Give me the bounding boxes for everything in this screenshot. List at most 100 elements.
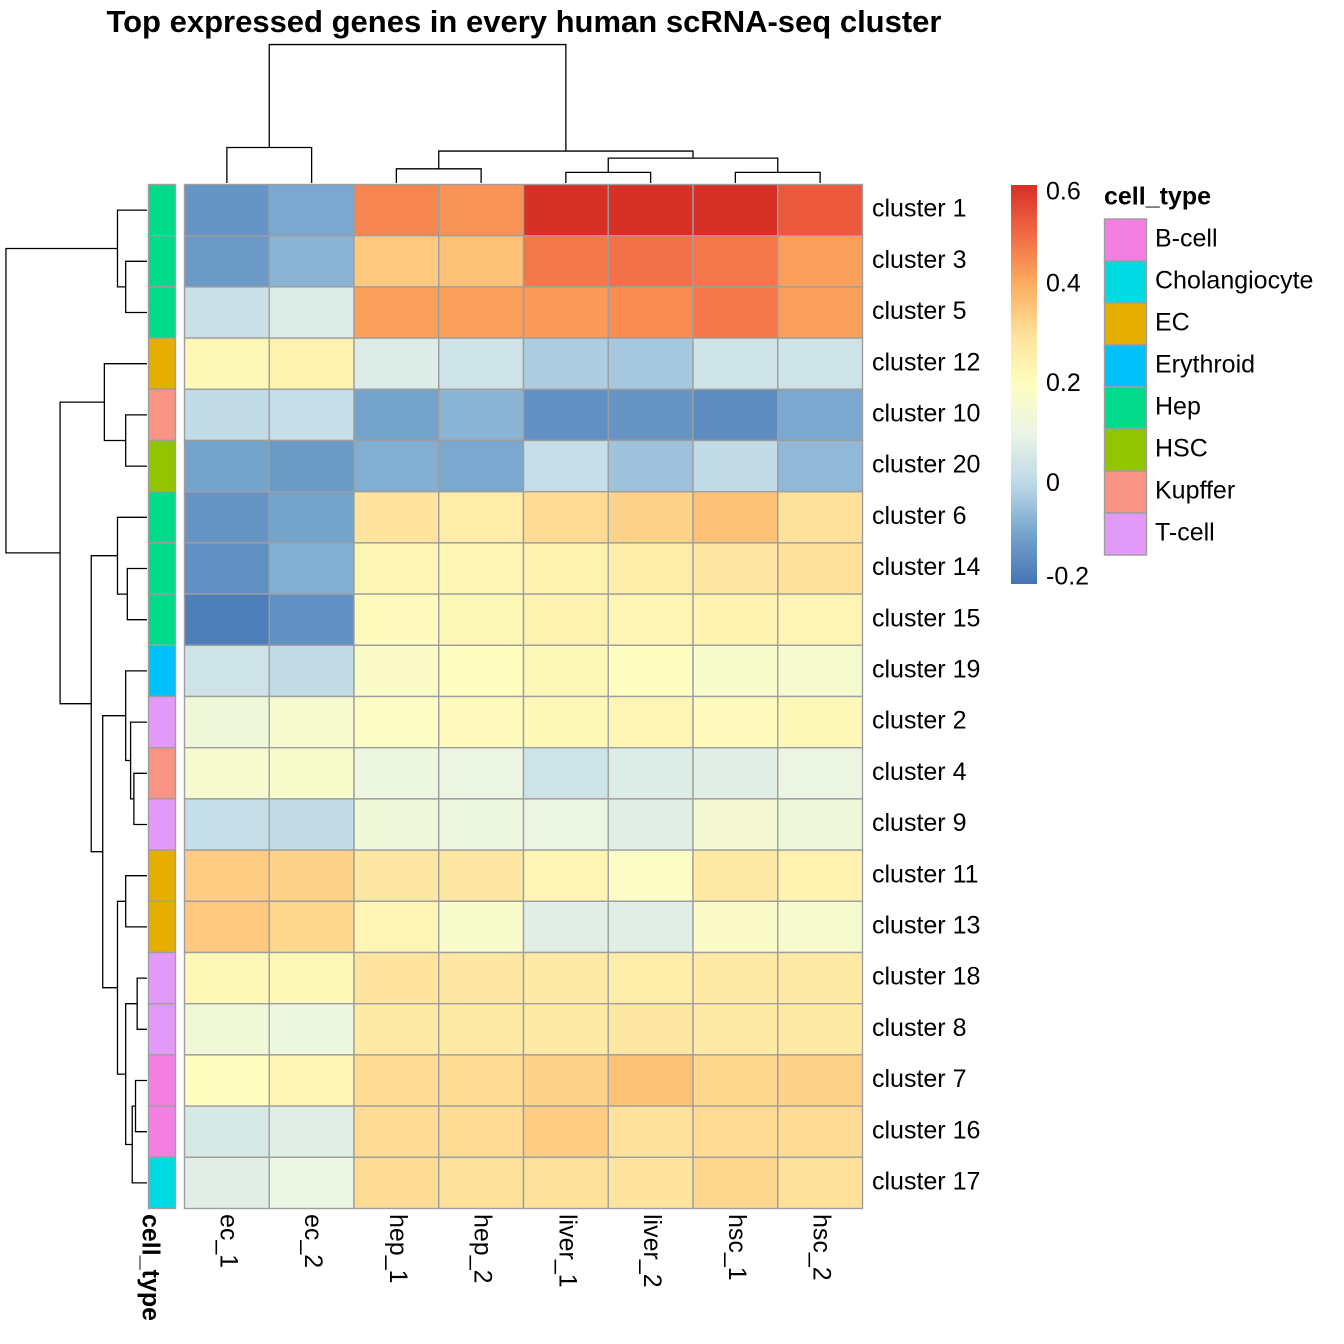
annotation-cell xyxy=(147,593,177,646)
annotation-axis-label: cell_type xyxy=(136,1214,164,1321)
heatmap-cell xyxy=(777,183,864,237)
color-scale-tick: 0.6 xyxy=(1046,178,1081,206)
legend-swatch xyxy=(1103,302,1148,346)
heatmap-cell xyxy=(268,1054,355,1107)
heatmap-cell xyxy=(268,951,355,1005)
heatmap-cell xyxy=(692,1105,779,1158)
heatmap-cell xyxy=(268,849,355,902)
heatmap-cell xyxy=(268,695,355,749)
heatmap-cell xyxy=(777,388,864,442)
dendrogram-branch xyxy=(126,567,147,621)
heatmap-cell xyxy=(607,849,694,902)
legend-swatch xyxy=(1103,512,1148,556)
heatmap-cell xyxy=(353,747,440,800)
legend-swatch xyxy=(1103,260,1148,304)
heatmap-cell xyxy=(268,491,355,544)
row-label: cluster 15 xyxy=(872,604,980,632)
row-label: cluster 13 xyxy=(872,912,980,940)
color-scale-tick: 0 xyxy=(1046,469,1060,497)
heatmap-cell xyxy=(607,234,694,288)
heatmap-cell xyxy=(438,593,525,646)
heatmap-cell xyxy=(183,388,270,442)
annotation-cell xyxy=(147,1105,177,1158)
annotation-cell xyxy=(147,542,177,595)
row-label: cluster 1 xyxy=(872,195,966,223)
heatmap-cell xyxy=(607,491,694,544)
heatmap-cell xyxy=(183,798,270,851)
heatmap-cell xyxy=(607,286,694,339)
heatmap-cell xyxy=(183,644,270,698)
heatmap-cell xyxy=(268,900,355,954)
legend-label: T-cell xyxy=(1155,519,1215,547)
heatmap-cell xyxy=(438,798,525,851)
heatmap-cell xyxy=(522,1003,609,1056)
heatmap-cell xyxy=(183,593,270,646)
heatmap-cell xyxy=(777,1156,864,1210)
heatmap-cell xyxy=(522,542,609,595)
cell-type-legend: cell_type B-cell Cholangiocyte EC Erythroid H… xyxy=(1103,183,1313,556)
heatmap-cell xyxy=(607,747,694,800)
heatmap-cell xyxy=(183,183,270,237)
heatmap-cell xyxy=(777,1105,864,1158)
annotation-cell xyxy=(147,900,177,954)
heatmap-cell xyxy=(268,337,355,391)
heatmap-cell xyxy=(522,695,609,749)
heatmap-cell xyxy=(522,183,609,237)
heatmap-cell xyxy=(183,286,270,339)
column-label: liver_2 xyxy=(638,1214,666,1288)
heatmap-cell xyxy=(692,234,779,288)
annotation-cell xyxy=(147,439,177,493)
heatmap-cell xyxy=(777,747,864,800)
heatmap-cell xyxy=(692,951,779,1005)
heatmap-cell xyxy=(607,593,694,646)
dendrogram-branch xyxy=(136,977,147,1030)
heatmap-cell xyxy=(522,951,609,1005)
row-label: cluster 5 xyxy=(872,297,966,325)
legend-swatch xyxy=(1103,428,1148,472)
column-label: hsc_2 xyxy=(808,1214,836,1281)
row-label: cluster 16 xyxy=(872,1116,980,1144)
heatmap-cell xyxy=(183,337,270,391)
annotation-cell xyxy=(147,695,177,749)
row-label: cluster 6 xyxy=(872,502,966,530)
legend-label: Hep xyxy=(1155,393,1201,421)
dendrogram-branch xyxy=(125,670,147,762)
dendrogram-branch xyxy=(133,772,147,826)
heatmap-cell xyxy=(268,388,355,442)
heatmap-cell xyxy=(353,644,440,698)
heatmap-cell xyxy=(522,900,609,954)
row-labels: cluster 1 cluster 3 cluster 5 cluster 12 clu… xyxy=(872,195,980,1196)
heatmap-cell xyxy=(522,388,609,442)
heatmap-cell xyxy=(522,798,609,851)
dendrogram-branch xyxy=(565,171,652,183)
heatmap-cell xyxy=(692,1054,779,1107)
heatmap-cell xyxy=(777,439,864,493)
legend-label: Erythroid xyxy=(1155,351,1255,379)
heatmap-cell xyxy=(268,286,355,339)
heatmap-cell xyxy=(607,183,694,237)
color-scale-legend: 0.6 0.4 0.2 0 -0.2 xyxy=(1011,178,1089,591)
dendrogram-branch xyxy=(395,168,482,183)
row-label: cluster 20 xyxy=(872,451,980,479)
heatmap-cell xyxy=(522,337,609,391)
row-label: cluster 10 xyxy=(872,400,980,428)
heatmap-cell xyxy=(353,542,440,595)
heatmap-cell xyxy=(438,900,525,954)
row-label: cluster 11 xyxy=(872,860,979,888)
legend-label: B-cell xyxy=(1155,225,1218,253)
row-annotation-bar xyxy=(147,183,177,1210)
heatmap-cell xyxy=(183,1105,270,1158)
heatmap-cell xyxy=(353,1054,440,1107)
row-label: cluster 17 xyxy=(872,1168,980,1196)
column-dendrogram xyxy=(226,43,821,183)
heatmap-cell xyxy=(607,644,694,698)
heatmap-cell xyxy=(183,1054,270,1107)
legend-label: Cholangiocyte xyxy=(1155,267,1313,295)
row-dendrogram xyxy=(5,209,147,1184)
heatmap-cell xyxy=(522,234,609,288)
heatmap-cell xyxy=(777,798,864,851)
heatmap-cell xyxy=(353,234,440,288)
heatmap-cell xyxy=(692,439,779,493)
heatmap-cell xyxy=(183,542,270,595)
heatmap-cell xyxy=(777,542,864,595)
